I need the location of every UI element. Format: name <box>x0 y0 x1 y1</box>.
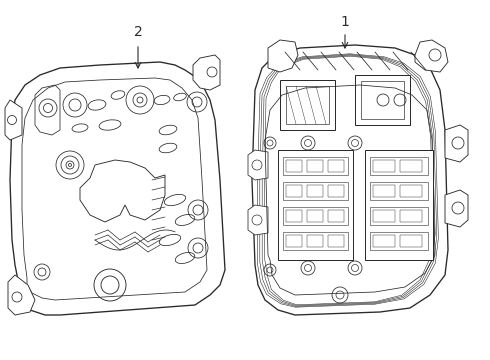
Bar <box>286 185 302 197</box>
Polygon shape <box>248 205 268 235</box>
Bar <box>373 235 395 247</box>
Bar <box>373 185 395 197</box>
Bar <box>328 185 344 197</box>
Bar <box>400 160 422 172</box>
Polygon shape <box>10 62 225 315</box>
Bar <box>328 160 344 172</box>
Bar <box>283 232 348 250</box>
Bar <box>400 235 422 247</box>
Bar <box>283 207 348 225</box>
Bar <box>286 160 302 172</box>
Polygon shape <box>5 100 22 140</box>
Bar <box>373 160 395 172</box>
Polygon shape <box>415 40 448 72</box>
Polygon shape <box>248 150 268 180</box>
Bar <box>286 86 329 124</box>
Bar <box>280 80 335 130</box>
Bar <box>370 182 428 200</box>
Bar <box>361 81 404 119</box>
Bar <box>307 235 323 247</box>
Bar <box>400 210 422 222</box>
Bar <box>286 235 302 247</box>
Polygon shape <box>445 125 468 162</box>
Bar <box>328 210 344 222</box>
Bar <box>355 75 410 125</box>
Bar <box>373 210 395 222</box>
Bar <box>328 235 344 247</box>
Bar <box>278 150 353 260</box>
Bar <box>307 160 323 172</box>
Text: 1: 1 <box>341 15 349 29</box>
Text: 2: 2 <box>134 25 143 39</box>
Bar <box>370 207 428 225</box>
Bar <box>283 182 348 200</box>
Polygon shape <box>445 190 468 227</box>
Bar <box>400 185 422 197</box>
Bar <box>370 157 428 175</box>
Polygon shape <box>8 275 35 315</box>
Polygon shape <box>80 160 165 222</box>
Bar <box>307 185 323 197</box>
Bar <box>365 150 433 260</box>
Bar <box>370 232 428 250</box>
Polygon shape <box>193 55 220 90</box>
Bar <box>307 210 323 222</box>
Polygon shape <box>268 40 298 72</box>
Bar <box>286 210 302 222</box>
Bar <box>283 157 348 175</box>
Polygon shape <box>252 45 448 315</box>
